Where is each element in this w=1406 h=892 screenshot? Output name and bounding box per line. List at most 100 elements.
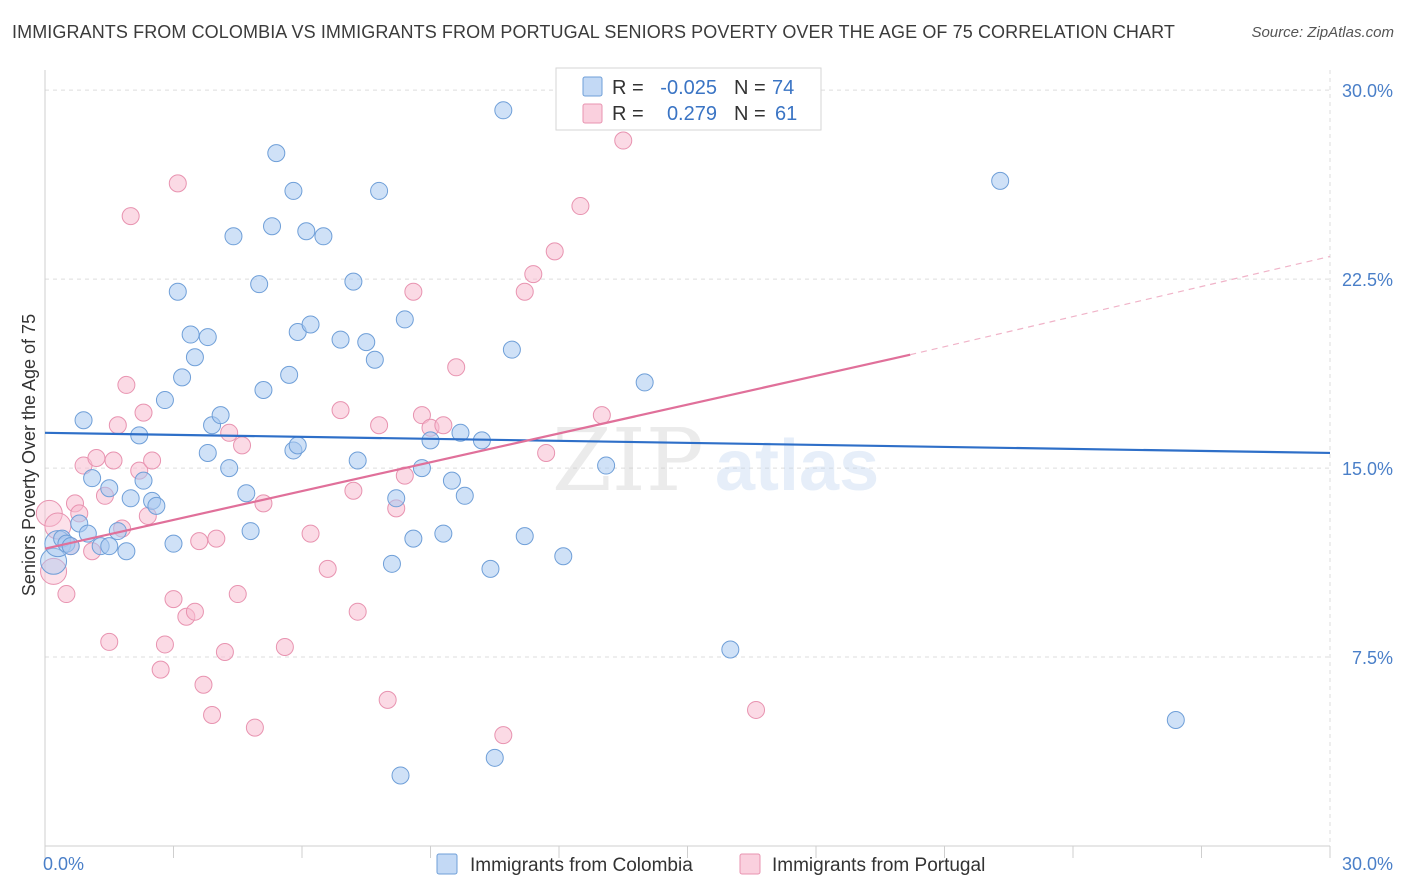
data-point: [194, 675, 213, 694]
data-point: [198, 443, 217, 462]
bottom-legend-label-colombia: Immigrants from Colombia: [470, 855, 693, 876]
data-point: [275, 637, 294, 656]
data-point: [241, 522, 260, 541]
x-tick-label: 30.0%: [1342, 854, 1393, 874]
x-tick-labels: 0.0% 30.0%: [43, 854, 1393, 874]
trend-line-colombia: [44, 431, 1331, 455]
data-point: [1166, 711, 1185, 730]
data-point: [370, 181, 389, 200]
data-point: [284, 181, 303, 200]
data-point: [395, 310, 414, 329]
data-point: [155, 391, 174, 410]
data-point: [250, 275, 269, 294]
data-point: [331, 401, 350, 420]
y-tick-labels: 7.5% 15.0% 22.5% 30.0%: [1342, 81, 1393, 668]
data-point: [357, 333, 376, 352]
data-point: [348, 602, 367, 621]
watermark: ZIP atlas: [552, 411, 879, 511]
data-point: [203, 705, 222, 724]
data-point: [215, 643, 234, 661]
data-point: [434, 416, 453, 435]
axes: [44, 70, 1331, 858]
data-point: [370, 416, 389, 435]
data-point: [344, 481, 363, 500]
data-point: [207, 529, 226, 548]
series-portugal-points: [35, 131, 766, 745]
data-point: [245, 718, 264, 737]
data-point: [267, 144, 286, 163]
legend-swatch-colombia: [582, 76, 603, 97]
data-point: [404, 282, 423, 301]
data-point: [173, 368, 192, 387]
data-point: [121, 489, 140, 508]
data-point: [991, 171, 1010, 190]
legend-n-label-portugal: N =: [734, 103, 766, 125]
data-point: [314, 227, 333, 246]
data-point: [237, 484, 256, 503]
source-credit: Source: ZipAtlas.com: [1251, 24, 1394, 41]
data-point: [168, 174, 187, 193]
y-tick-label: 15.0%: [1342, 459, 1393, 479]
data-point: [348, 451, 367, 470]
legend-r-value-portugal: 0.279: [667, 103, 717, 125]
watermark-zip: ZIP: [552, 411, 704, 511]
data-point: [597, 456, 616, 475]
data-point: [224, 227, 243, 246]
data-point: [40, 557, 68, 585]
data-point: [412, 406, 431, 425]
data-point: [747, 700, 766, 719]
data-point: [147, 496, 166, 515]
legend-r-label-portugal: R =: [612, 103, 644, 125]
bottom-legend: Immigrants from Colombia Immigrants from…: [436, 853, 985, 876]
x-tick-label: 0.0%: [43, 854, 84, 874]
data-point: [297, 222, 316, 241]
y-axis-label: Seniors Poverty Over the Age of 75: [19, 314, 39, 596]
data-point: [382, 554, 401, 573]
data-point: [40, 547, 68, 575]
data-point: [164, 590, 183, 609]
data-point: [442, 471, 461, 490]
data-point: [104, 451, 123, 470]
data-point: [485, 748, 504, 767]
data-point: [61, 537, 80, 556]
data-point: [318, 559, 337, 578]
data-point: [447, 358, 466, 377]
legend-swatch-portugal: [582, 103, 603, 124]
y-tick-label: 22.5%: [1342, 270, 1393, 290]
data-point: [263, 217, 282, 236]
data-point: [515, 282, 534, 301]
data-point: [524, 265, 543, 284]
data-point: [554, 547, 573, 566]
data-point: [181, 325, 200, 344]
data-point: [391, 766, 410, 785]
data-point: [190, 532, 209, 551]
data-point: [151, 660, 170, 679]
data-point: [117, 542, 136, 561]
trend-line-portugal: [44, 353, 911, 550]
data-point: [494, 726, 513, 745]
data-point: [344, 272, 363, 291]
data-point: [365, 350, 384, 369]
data-point: [74, 411, 93, 430]
data-point: [134, 403, 153, 422]
trend-line-portugal-extension: [910, 255, 1331, 356]
data-point: [117, 375, 136, 394]
series-colombia-points: [40, 101, 1185, 785]
legend-r-label-colombia: R =: [612, 77, 644, 99]
data-point: [635, 373, 654, 392]
data-point: [434, 524, 453, 543]
legend-n-value-colombia: 74: [772, 77, 794, 99]
data-point: [108, 416, 127, 435]
bottom-legend-label-portugal: Immigrants from Portugal: [772, 855, 985, 876]
data-point: [220, 423, 239, 442]
data-point: [228, 585, 247, 604]
data-point: [494, 101, 513, 120]
bottom-legend-swatch-portugal: [739, 853, 761, 875]
trend-lines: [44, 255, 1331, 550]
data-point: [254, 380, 273, 399]
data-point: [301, 315, 320, 334]
data-point: [404, 529, 423, 548]
data-point: [168, 282, 187, 301]
data-point: [502, 340, 521, 359]
